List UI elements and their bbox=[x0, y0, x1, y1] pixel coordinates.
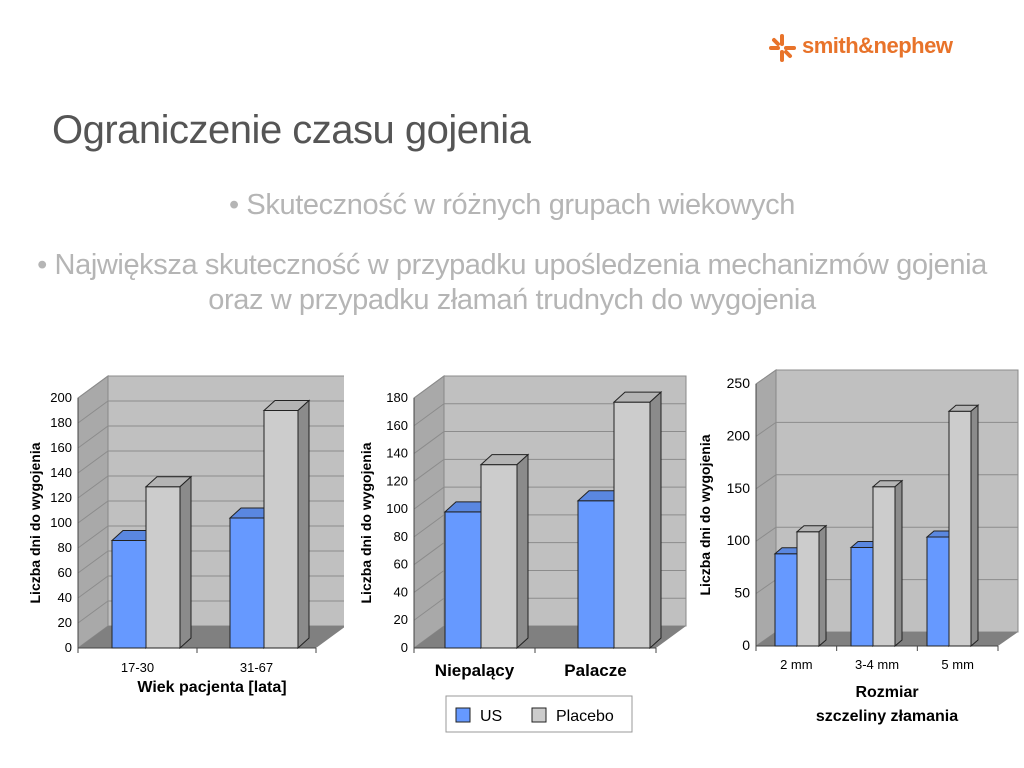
y-tick-label: 20 bbox=[58, 615, 72, 630]
x-category-label: Palacze bbox=[564, 661, 626, 680]
gridline bbox=[755, 421, 1018, 437]
bar-side bbox=[894, 479, 903, 648]
bar-side bbox=[516, 453, 529, 650]
gridline bbox=[413, 458, 686, 482]
bar-front bbox=[577, 500, 615, 649]
y-tick-label: 120 bbox=[50, 490, 72, 505]
x-axis-title: szczeliny złamania bbox=[816, 708, 958, 725]
bar-front bbox=[145, 486, 181, 649]
y-tick-label: 60 bbox=[58, 565, 72, 580]
logo-star-icon bbox=[769, 34, 796, 62]
y-tick-label: 0 bbox=[65, 640, 72, 655]
y-tick-label: 80 bbox=[394, 529, 408, 544]
bar-side bbox=[970, 404, 979, 648]
gridline bbox=[413, 486, 686, 510]
bar-placebo-0 bbox=[479, 453, 530, 650]
bar-placebo-0 bbox=[144, 475, 193, 650]
logo-text: smith&nephew bbox=[802, 33, 953, 58]
bar-placebo-1 bbox=[871, 479, 904, 648]
chart-fracture-gap: 0 50 100 150 200 250 2 mm 3-4 mm 5 mm Liczba dni … bbox=[697, 369, 1019, 725]
gridline bbox=[77, 375, 344, 399]
bar-placebo-1 bbox=[262, 399, 311, 650]
y-tick-label: 160 bbox=[386, 418, 408, 433]
bar-front bbox=[796, 531, 820, 647]
legend-swatch-placebo bbox=[531, 707, 547, 723]
gridline bbox=[413, 431, 686, 454]
x-axis-title: Rozmiar bbox=[855, 684, 918, 701]
bar-side bbox=[297, 399, 310, 650]
x-category-label: 5 mm bbox=[941, 657, 974, 672]
y-tick-label: 40 bbox=[394, 584, 408, 599]
bar-front bbox=[263, 410, 299, 649]
y-tick-label: 0 bbox=[401, 640, 408, 655]
y-tick-label: 120 bbox=[386, 473, 408, 488]
bar-front bbox=[850, 546, 874, 647]
bar-front bbox=[444, 511, 482, 649]
gridline bbox=[755, 474, 1018, 490]
y-tick-label: 250 bbox=[727, 375, 751, 391]
bar-placebo-2 bbox=[947, 404, 980, 648]
bar-front bbox=[480, 464, 518, 649]
y-tick-label: 100 bbox=[50, 515, 72, 530]
y-tick-label: 140 bbox=[50, 465, 72, 480]
bullet-age-groups: • Skuteczność w różnych grupach wiekowyc… bbox=[229, 189, 795, 221]
chart-side-wall bbox=[755, 369, 777, 647]
legend-swatch-us bbox=[455, 707, 471, 723]
bar-front bbox=[872, 486, 896, 647]
bar-front bbox=[926, 536, 950, 647]
x-category-label: 31-67 bbox=[240, 660, 273, 675]
y-tick-label: 50 bbox=[734, 585, 750, 601]
y-tick-label: 20 bbox=[394, 612, 408, 627]
y-axis-title: Liczba dni do wygojenia bbox=[358, 442, 374, 603]
bar-side bbox=[649, 391, 662, 650]
y-tick-label: 0 bbox=[742, 637, 750, 653]
x-axis-title: Wiek pacjenta [lata] bbox=[137, 679, 286, 696]
page-title: Ograniczenie czasu gojenia bbox=[52, 108, 531, 152]
gridline bbox=[755, 526, 1018, 542]
y-axis-title: Liczba dni do wygojenia bbox=[697, 434, 713, 595]
y-tick-label: 60 bbox=[394, 557, 408, 572]
bullet-impaired-healing: • Największa skuteczność w przypadku upo… bbox=[37, 249, 987, 316]
bar-placebo-0 bbox=[795, 524, 828, 648]
y-tick-label: 40 bbox=[58, 590, 72, 605]
y-tick-label: 100 bbox=[386, 501, 408, 516]
y-axis-title: Liczba dni do wygojenia bbox=[27, 442, 43, 603]
chart-smoking: 0 20 40 60 80 100 120 140 160 180 Niepalący Palacze… bbox=[358, 375, 687, 733]
bar-front bbox=[774, 553, 798, 647]
y-tick-label: 140 bbox=[386, 446, 408, 461]
y-tick-label: 200 bbox=[50, 390, 72, 405]
x-category-label: 2 mm bbox=[780, 657, 813, 672]
legend-label-placebo: Placebo bbox=[556, 708, 614, 725]
gridline bbox=[413, 403, 686, 427]
company-logo: smith&nephew bbox=[768, 28, 968, 68]
y-tick-label: 160 bbox=[50, 440, 72, 455]
gridline bbox=[413, 375, 686, 399]
bar-front bbox=[229, 517, 265, 649]
x-category-label: 3-4 mm bbox=[855, 657, 899, 672]
y-tick-label: 200 bbox=[727, 427, 751, 443]
bar-side bbox=[179, 475, 192, 650]
gridline bbox=[755, 369, 1018, 385]
chart-age-groups: 0 20 40 60 80 100 120 140 160 180 200 17-30 31-67 Lic… bbox=[27, 375, 344, 696]
y-tick-label: 180 bbox=[50, 415, 72, 430]
gridline bbox=[77, 400, 344, 424]
bar-front bbox=[613, 401, 651, 649]
x-category-label: Niepalący bbox=[435, 661, 515, 680]
y-tick-label: 150 bbox=[727, 480, 751, 496]
bar-front bbox=[948, 410, 972, 647]
x-category-label: 17-30 bbox=[121, 660, 154, 675]
legend-label-us: US bbox=[480, 708, 502, 725]
chart-side-wall bbox=[413, 375, 445, 649]
y-tick-label: 100 bbox=[727, 532, 751, 548]
bar-front bbox=[111, 540, 147, 649]
y-tick-label: 180 bbox=[386, 390, 408, 405]
y-tick-label: 80 bbox=[58, 540, 72, 555]
bar-side bbox=[818, 524, 827, 648]
bar-placebo-1 bbox=[612, 391, 663, 650]
